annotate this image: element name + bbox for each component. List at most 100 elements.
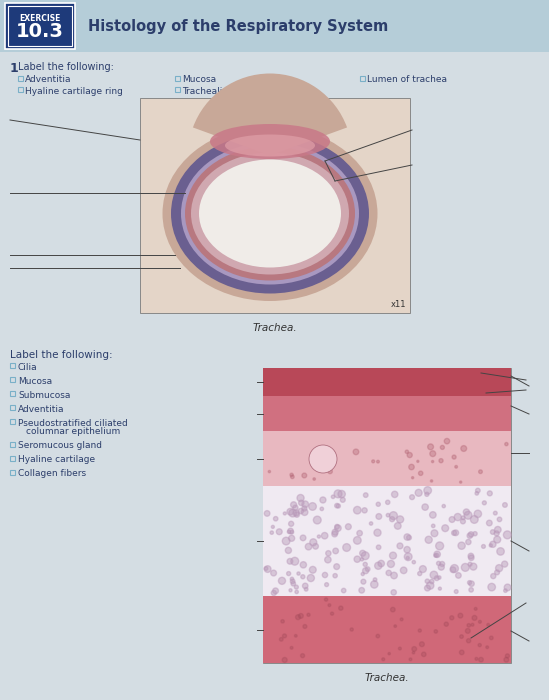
Circle shape: [490, 530, 495, 534]
Circle shape: [320, 507, 323, 510]
Circle shape: [494, 531, 499, 536]
Bar: [10, 405, 15, 410]
Circle shape: [468, 532, 474, 537]
Circle shape: [406, 556, 409, 559]
Circle shape: [425, 492, 429, 496]
Circle shape: [313, 478, 316, 480]
Circle shape: [475, 491, 479, 495]
Circle shape: [419, 642, 424, 647]
Circle shape: [354, 556, 361, 562]
Circle shape: [495, 526, 501, 533]
Circle shape: [466, 629, 470, 634]
Circle shape: [471, 623, 474, 626]
Circle shape: [335, 524, 339, 529]
Circle shape: [334, 525, 341, 531]
Circle shape: [431, 530, 438, 537]
Circle shape: [442, 525, 449, 531]
Circle shape: [460, 481, 462, 483]
Circle shape: [474, 510, 481, 517]
Circle shape: [324, 598, 328, 601]
Circle shape: [463, 509, 469, 515]
Circle shape: [432, 524, 435, 528]
Circle shape: [434, 576, 439, 580]
Circle shape: [397, 543, 403, 549]
Circle shape: [300, 561, 306, 568]
Circle shape: [489, 544, 492, 547]
Ellipse shape: [210, 124, 330, 159]
Circle shape: [366, 567, 370, 571]
Ellipse shape: [163, 126, 378, 301]
Circle shape: [490, 636, 493, 640]
Circle shape: [506, 654, 509, 658]
Bar: [263, 596, 511, 663]
Circle shape: [394, 522, 401, 529]
Bar: [10, 391, 15, 396]
Circle shape: [354, 537, 361, 544]
Circle shape: [488, 491, 492, 496]
Circle shape: [436, 542, 444, 550]
Circle shape: [505, 442, 508, 446]
Circle shape: [434, 630, 438, 634]
Circle shape: [438, 587, 441, 590]
Circle shape: [425, 536, 432, 543]
Circle shape: [458, 542, 465, 550]
Circle shape: [374, 562, 382, 569]
Text: Pseudostratified ciliated: Pseudostratified ciliated: [18, 419, 128, 428]
Circle shape: [430, 480, 433, 482]
Circle shape: [294, 634, 297, 637]
Circle shape: [305, 543, 312, 550]
Text: Histology of the Respiratory System: Histology of the Respiratory System: [88, 18, 388, 34]
Ellipse shape: [225, 134, 315, 157]
Text: Adventitia: Adventitia: [25, 76, 71, 85]
Circle shape: [282, 657, 287, 662]
Ellipse shape: [171, 134, 369, 293]
Bar: [140, 98, 410, 313]
Bar: [10, 377, 15, 382]
Bar: [18, 87, 23, 92]
Circle shape: [268, 470, 271, 473]
Circle shape: [332, 531, 338, 537]
Circle shape: [452, 455, 456, 459]
Ellipse shape: [185, 146, 355, 281]
Circle shape: [378, 560, 384, 567]
Circle shape: [302, 506, 307, 511]
Circle shape: [353, 449, 359, 455]
Circle shape: [440, 445, 444, 449]
Circle shape: [297, 494, 304, 501]
Circle shape: [409, 658, 412, 661]
Circle shape: [470, 516, 478, 524]
Circle shape: [487, 624, 490, 626]
Text: 10.3: 10.3: [16, 22, 64, 41]
Circle shape: [302, 473, 307, 478]
Circle shape: [334, 490, 342, 498]
Circle shape: [341, 588, 346, 593]
Circle shape: [363, 493, 368, 498]
Circle shape: [396, 516, 404, 523]
Circle shape: [454, 589, 458, 594]
Circle shape: [301, 575, 305, 579]
Text: Hyaline cartilage: Hyaline cartilage: [18, 456, 95, 465]
Bar: [263, 368, 511, 396]
Circle shape: [399, 647, 401, 650]
Circle shape: [290, 579, 295, 584]
Text: Label the following:: Label the following:: [10, 350, 113, 360]
Bar: [10, 363, 15, 368]
Circle shape: [264, 566, 271, 573]
Circle shape: [328, 604, 331, 606]
Circle shape: [290, 473, 293, 477]
Circle shape: [290, 578, 294, 580]
Circle shape: [390, 517, 395, 522]
Text: columnar epithelium: columnar epithelium: [26, 428, 120, 437]
Circle shape: [313, 516, 321, 524]
Circle shape: [467, 638, 470, 643]
Circle shape: [486, 646, 489, 649]
Circle shape: [282, 537, 290, 545]
Circle shape: [304, 587, 308, 591]
Circle shape: [317, 535, 321, 538]
Circle shape: [490, 541, 496, 547]
Circle shape: [309, 503, 316, 510]
Circle shape: [382, 658, 385, 661]
Bar: [360, 76, 365, 81]
Circle shape: [412, 652, 414, 654]
Circle shape: [340, 498, 345, 503]
